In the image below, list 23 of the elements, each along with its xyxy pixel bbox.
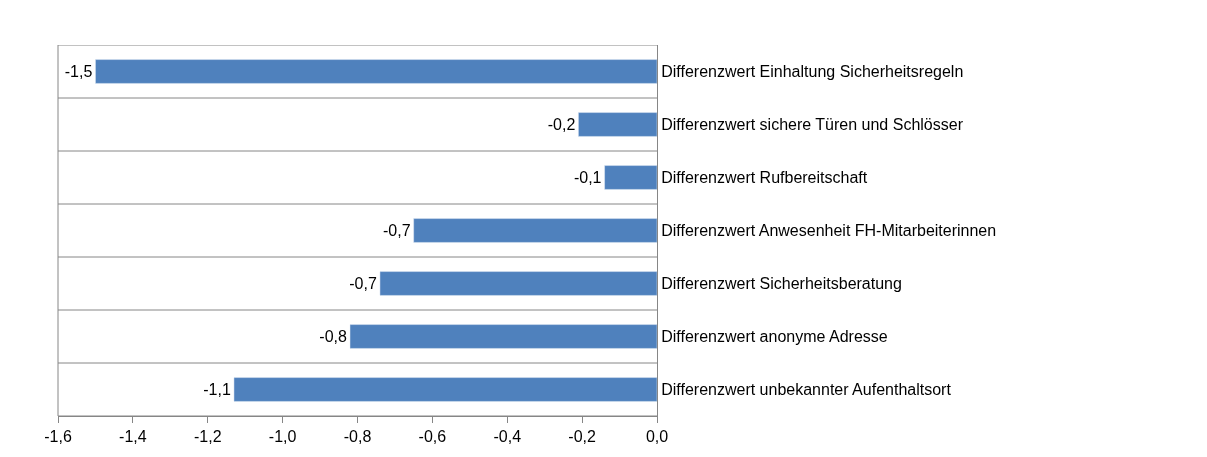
data-label: -0,8 — [319, 328, 348, 346]
x-tick-label: -1,4 — [119, 428, 147, 446]
data-label: -0,7 — [349, 275, 377, 293]
data-label: -0,2 — [547, 116, 576, 134]
x-tick-label: -0,6 — [418, 428, 447, 446]
x-tick-label: 0,0 — [645, 428, 669, 446]
y-tick-label: Differenzwert Einhaltung Sicherheitsregeln — [661, 63, 964, 81]
y-tick-label: Differenzwert Sicherheitsberatung — [661, 275, 902, 293]
data-label: -0,1 — [573, 169, 602, 186]
x-tick-label: -1,2 — [193, 428, 222, 446]
x-tick-label: -0,2 — [568, 428, 597, 446]
x-tick-label: -0,4 — [493, 428, 522, 446]
y-tick-label: Differenzwert Anwesenheit FH-Mitarbeiterinnen — [661, 222, 997, 240]
x-tick-label: -1,6 — [44, 428, 72, 446]
data-label: -0,7 — [382, 222, 411, 240]
y-tick-label: Differenzwert unbekannter Aufenthaltsort — [661, 381, 952, 399]
y-tick-label: Differenzwert Rufbereitschaft — [661, 169, 868, 187]
data-label: -1,5 — [64, 63, 93, 80]
y-tick-label: Differenzwert sichere Türen und Schlösser — [661, 116, 964, 134]
x-tick-label: -0,8 — [343, 428, 372, 446]
y-tick-label: Differenzwert anonyme Adresse — [661, 328, 888, 346]
data-label: -1,1 — [203, 381, 231, 399]
x-tick-label: -1,0 — [268, 428, 297, 446]
